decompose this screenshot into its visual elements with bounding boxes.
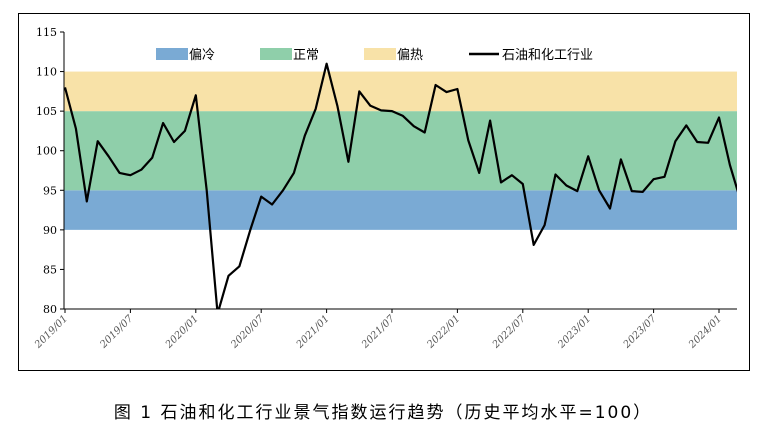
legend-label-3: 石油和化工行业	[502, 48, 593, 63]
x-tick-label-8: 2023/01	[555, 313, 593, 351]
x-tick-label-3: 2020/07	[228, 313, 266, 351]
y-tick-label-100: 100	[36, 145, 57, 158]
x-tick-label-9: 2023/07	[621, 313, 659, 351]
x-tick-label-10: 2024/01	[686, 313, 724, 351]
x-tick-label-6: 2022/01	[425, 313, 463, 351]
x-tick-label-0: 2019/01	[32, 313, 70, 351]
y-tick-label-105: 105	[36, 105, 57, 118]
x-tick-label-4: 2021/01	[294, 313, 332, 351]
y-tick-label-115: 115	[36, 26, 57, 39]
y-tick-label-95: 95	[43, 184, 57, 197]
x-tick-label-1: 2019/07	[98, 313, 136, 351]
y-tick-label-90: 90	[43, 224, 57, 237]
series-line-0	[64, 62, 737, 309]
legend: 偏冷 正常 偏热 石油和化工行业	[156, 48, 593, 63]
legend-label-2: 偏热	[397, 48, 423, 63]
band-0	[64, 190, 737, 230]
x-tick-label-7: 2022/07	[490, 313, 528, 351]
legend-swatch-2	[364, 48, 396, 60]
line-chart: 80 85 90 95 100 105 110 115 2019/01 2019/07 2020/0…	[32, 26, 737, 351]
chart-frame: 80 85 90 95 100 105 110 115 2019/01 2019/07 2020/0…	[18, 13, 750, 371]
y-tick-label-80: 80	[43, 303, 57, 316]
series-layer	[64, 62, 737, 309]
legend-swatch-0	[156, 48, 188, 60]
legend-swatch-1	[260, 48, 292, 60]
y-tick-label-110: 110	[36, 66, 57, 79]
figure-caption: 图 1 石油和化工行业景气指数运行趋势（历史平均水平=100）	[113, 403, 653, 423]
legend-label-1: 正常	[293, 48, 319, 63]
x-tick-label-5: 2021/07	[359, 313, 397, 351]
band-2	[64, 71, 737, 112]
bands-layer	[64, 71, 737, 230]
x-tick-label-2: 2020/01	[163, 313, 201, 351]
legend-label-0: 偏冷	[189, 48, 215, 63]
band-1	[64, 111, 737, 191]
y-tick-label-85: 85	[43, 263, 57, 276]
